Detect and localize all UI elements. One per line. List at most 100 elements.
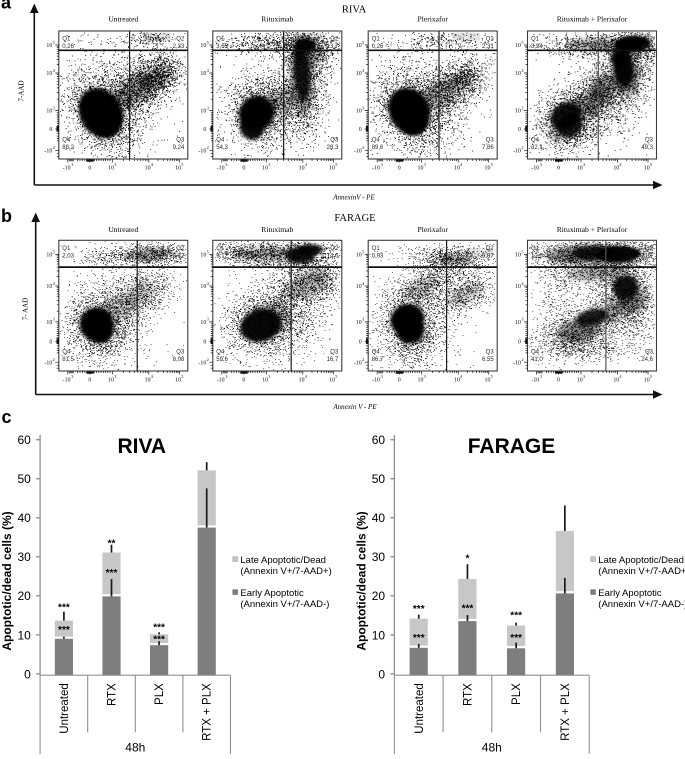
svg-text:Q1: Q1 xyxy=(62,37,71,43)
svg-text:4: 4 xyxy=(207,68,210,73)
svg-text:2: 2 xyxy=(362,145,364,150)
svg-text:89,6: 89,6 xyxy=(372,145,384,151)
svg-text:***: *** xyxy=(413,633,425,644)
svg-text:10: 10 xyxy=(329,166,335,172)
svg-text:10: 10 xyxy=(356,253,362,259)
svg-text:10: 10 xyxy=(46,109,52,115)
svg-text:Q4: Q4 xyxy=(531,138,540,144)
svg-text:5: 5 xyxy=(521,249,523,254)
svg-text:0: 0 xyxy=(88,378,91,384)
svg-text:10: 10 xyxy=(515,43,521,49)
svg-text:Q4: Q4 xyxy=(216,350,225,356)
svg-text:3: 3 xyxy=(207,105,209,110)
svg-text:Early Apoptotic: Early Apoptotic xyxy=(240,588,304,599)
svg-text:21,7: 21,7 xyxy=(641,253,653,259)
svg-text:10: 10 xyxy=(46,284,52,290)
svg-text:4: 4 xyxy=(362,68,365,73)
svg-text:Q4: Q4 xyxy=(531,350,540,356)
svg-text:30: 30 xyxy=(372,550,386,564)
svg-text:2: 2 xyxy=(53,145,55,150)
svg-text:a: a xyxy=(1,0,12,13)
svg-text:Early Apoptotic: Early Apoptotic xyxy=(598,588,662,599)
svg-text:10: 10 xyxy=(613,166,619,172)
svg-text:4: 4 xyxy=(460,374,463,379)
svg-text:4: 4 xyxy=(619,374,622,379)
svg-text:49,3: 49,3 xyxy=(641,145,653,151)
svg-text:3: 3 xyxy=(53,105,55,110)
svg-text:-10: -10 xyxy=(372,166,380,172)
svg-text:5: 5 xyxy=(491,374,493,379)
svg-text:4: 4 xyxy=(305,162,308,167)
svg-text:86,7: 86,7 xyxy=(372,357,384,363)
svg-text:***: *** xyxy=(510,611,522,622)
svg-text:10: 10 xyxy=(145,166,151,172)
svg-text:-10: -10 xyxy=(531,378,539,384)
svg-text:3: 3 xyxy=(114,374,116,379)
svg-text:Untreated: Untreated xyxy=(414,683,426,734)
svg-text:10: 10 xyxy=(46,43,52,49)
svg-text:3: 3 xyxy=(540,374,542,379)
svg-text:***: *** xyxy=(58,625,70,636)
svg-text:5: 5 xyxy=(362,40,364,45)
svg-text:4: 4 xyxy=(460,162,463,167)
svg-text:4: 4 xyxy=(521,68,524,73)
svg-text:c: c xyxy=(2,407,12,427)
svg-text:0: 0 xyxy=(359,127,362,133)
svg-text:10: 10 xyxy=(613,378,619,384)
svg-text:3: 3 xyxy=(381,374,383,379)
svg-text:5: 5 xyxy=(650,374,652,379)
svg-text:0: 0 xyxy=(378,667,385,681)
svg-text:10: 10 xyxy=(262,166,268,172)
svg-text:10: 10 xyxy=(262,378,268,384)
svg-text:10: 10 xyxy=(175,378,181,384)
svg-text:***: *** xyxy=(413,604,425,615)
svg-text:8,42: 8,42 xyxy=(173,253,185,259)
svg-text:10: 10 xyxy=(145,378,151,384)
svg-text:RTX: RTX xyxy=(107,683,119,706)
svg-text:Apoptotic/dead cells (%): Apoptotic/dead cells (%) xyxy=(354,511,368,650)
svg-text:PLX: PLX xyxy=(154,683,166,705)
svg-text:b: b xyxy=(1,206,12,226)
svg-text:40: 40 xyxy=(17,511,31,525)
svg-text:Q3: Q3 xyxy=(645,350,654,356)
svg-text:3: 3 xyxy=(53,317,55,322)
svg-text:10: 10 xyxy=(17,628,31,642)
svg-text:3: 3 xyxy=(521,317,523,322)
svg-text:Q1: Q1 xyxy=(216,37,225,43)
svg-text:Q3: Q3 xyxy=(176,350,185,356)
svg-text:10: 10 xyxy=(200,43,206,49)
svg-text:40: 40 xyxy=(372,511,386,525)
svg-text:-10: -10 xyxy=(198,360,206,366)
svg-text:-10: -10 xyxy=(198,149,206,155)
svg-text:3: 3 xyxy=(114,162,116,167)
svg-text:Late Apoptotic/Dead: Late Apoptotic/Dead xyxy=(240,555,326,566)
svg-text:24,6: 24,6 xyxy=(641,357,653,363)
svg-text:Untreated: Untreated xyxy=(108,225,138,234)
svg-text:3,65: 3,65 xyxy=(216,44,228,50)
svg-text:4: 4 xyxy=(305,374,308,379)
svg-text:10: 10 xyxy=(200,109,206,115)
svg-text:**: ** xyxy=(108,538,116,549)
svg-text:28,3: 28,3 xyxy=(327,145,339,151)
svg-text:10: 10 xyxy=(454,378,460,384)
svg-text:Q4: Q4 xyxy=(62,350,71,356)
svg-text:14,6: 14,6 xyxy=(327,253,339,259)
svg-text:-10: -10 xyxy=(354,149,362,155)
svg-text:88,2: 88,2 xyxy=(62,145,74,151)
svg-text:10: 10 xyxy=(515,109,521,115)
svg-text:10: 10 xyxy=(200,253,206,259)
svg-text:-10: -10 xyxy=(217,166,225,172)
svg-text:10: 10 xyxy=(175,166,181,172)
svg-text:Q1: Q1 xyxy=(531,37,540,43)
svg-text:3: 3 xyxy=(381,162,383,167)
svg-text:***: *** xyxy=(462,604,474,615)
svg-text:3: 3 xyxy=(424,162,426,167)
svg-text:4: 4 xyxy=(521,281,524,286)
svg-text:2: 2 xyxy=(53,357,55,362)
svg-text:15,4: 15,4 xyxy=(641,44,653,50)
svg-text:0,26: 0,26 xyxy=(62,44,74,50)
svg-text:0: 0 xyxy=(518,340,521,346)
svg-text:41,0: 41,0 xyxy=(531,357,543,363)
svg-text:Rituximab: Rituximab xyxy=(261,225,293,234)
svg-text:10: 10 xyxy=(577,166,583,172)
